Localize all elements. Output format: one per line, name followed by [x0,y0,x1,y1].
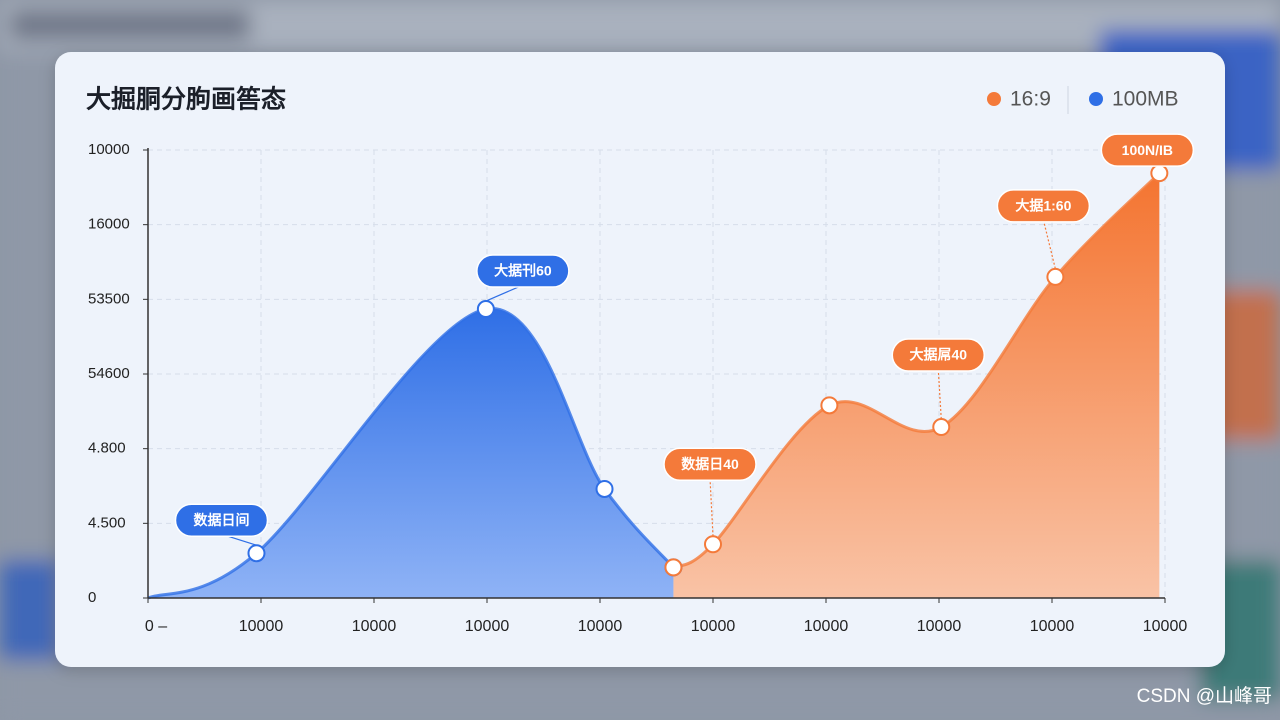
annotation-box [1100,133,1195,167]
point [476,300,495,319]
y-tick-label: 54600 [88,365,130,382]
annotation-text: 数据日40 [681,456,739,472]
point [1046,267,1065,286]
x-tick-label: 0 – [145,618,167,635]
annotation-leader [937,368,942,420]
x-tick-label: 10000 [465,618,510,635]
y-tick-label: 10000 [88,141,130,158]
y-tick-label: 53500 [88,290,130,307]
annotation-box [891,338,986,372]
annotation-box [663,447,757,481]
x-tick-label: 10000 [239,618,284,635]
legend-swatch [1089,92,1103,106]
x-tick-label: 10000 [578,618,623,635]
x-tick-label: 10000 [352,618,397,635]
area [673,173,1160,598]
x-tick-label: 10000 [917,618,962,635]
legend-label: 100MB [1112,88,1179,111]
annotation-leader [709,478,714,537]
annotation-text: 数据日间 [193,512,249,528]
annotation-text: 大据1:60 [1015,198,1071,214]
y-tick-label: 0 [88,589,96,606]
plot: 0 4.500 4.800 54600 53500 16000 10000 0 – 10000 1… [88,133,1195,635]
y-tick-label: 16000 [88,216,130,233]
point [247,544,266,563]
area [148,308,674,598]
watermark: CSDN @山峰哥 [1137,685,1272,707]
point [1150,164,1169,183]
x-tick-label: 10000 [1143,618,1188,635]
annotation-box [476,254,570,288]
point [704,535,722,554]
annotation-box [996,189,1091,223]
point [820,396,839,415]
annotation-text: 大据刊60 [494,263,552,279]
x-tick-label: 10000 [1030,618,1075,635]
annotation-leader [1042,219,1056,270]
point [932,418,951,437]
annotation-box [174,503,269,537]
x-tick-label: 10000 [804,618,849,635]
legend-label: 16:9 [1010,88,1051,111]
x-tick-label: 10000 [691,618,736,635]
annotation-text: 大据屌40 [909,347,967,363]
chart-title: 大掘胴分朐画筶态 [86,85,286,114]
annotation-text: 100N/IB [1122,142,1173,158]
point [664,558,683,577]
point [595,479,614,498]
legend-swatch [987,92,1001,106]
y-tick-label: 4.500 [88,514,126,531]
y-tick-label: 4.800 [88,440,126,457]
